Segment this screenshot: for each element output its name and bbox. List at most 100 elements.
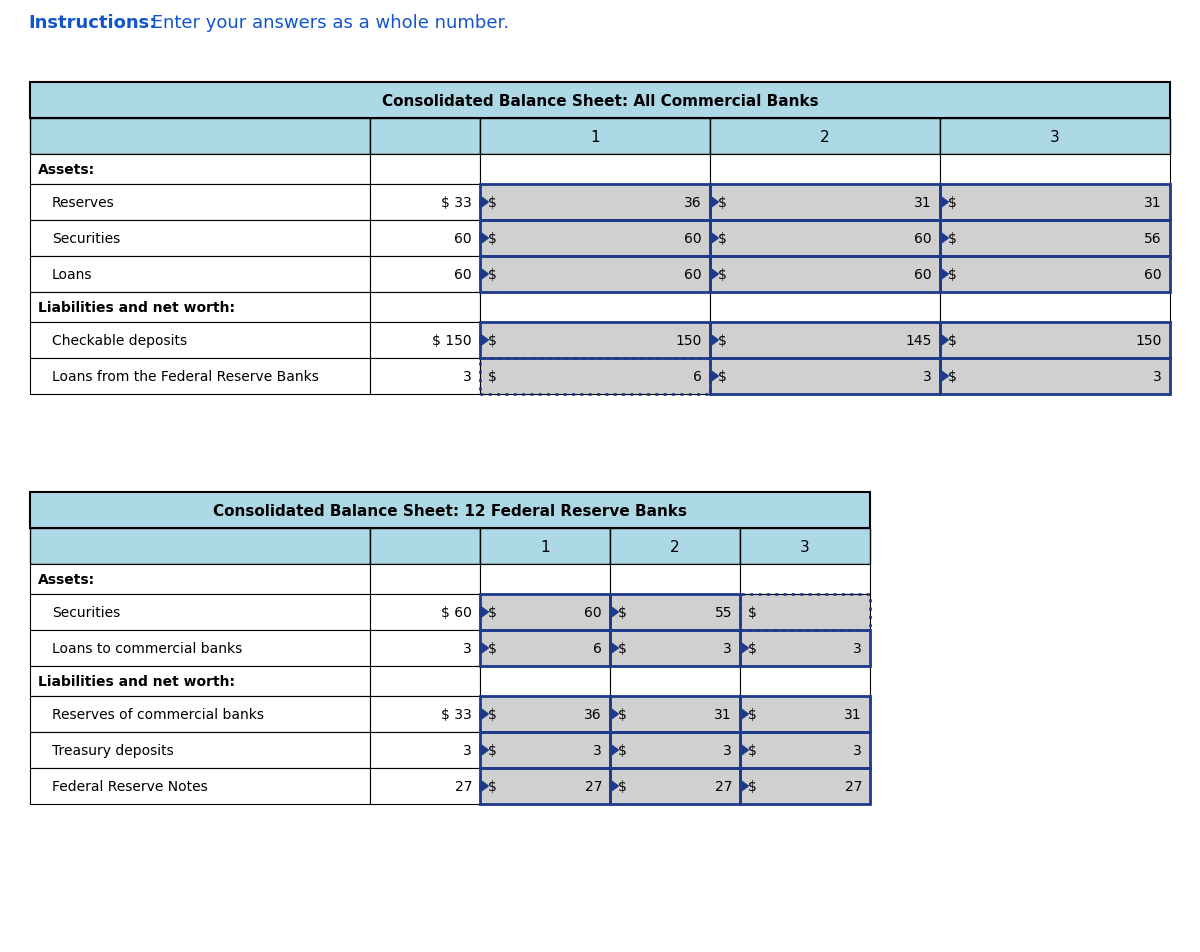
Bar bbox=[480, 666, 610, 696]
Bar bbox=[30, 323, 370, 359]
Text: Loans to commercial banks: Loans to commercial banks bbox=[52, 642, 242, 655]
Bar bbox=[480, 359, 710, 394]
Text: Assets:: Assets: bbox=[38, 163, 95, 177]
Text: 3: 3 bbox=[593, 744, 602, 757]
Polygon shape bbox=[740, 643, 749, 654]
Text: 3: 3 bbox=[853, 642, 862, 655]
Polygon shape bbox=[610, 643, 618, 654]
Bar bbox=[610, 630, 740, 666]
Polygon shape bbox=[480, 335, 488, 347]
Text: 150: 150 bbox=[1135, 333, 1162, 347]
Text: 27: 27 bbox=[845, 779, 862, 793]
Bar bbox=[480, 768, 610, 804]
Polygon shape bbox=[940, 370, 948, 383]
Text: $: $ bbox=[488, 333, 497, 347]
Text: $: $ bbox=[748, 744, 757, 757]
Bar bbox=[610, 630, 740, 666]
Bar bbox=[370, 185, 480, 221]
Bar bbox=[610, 768, 740, 804]
Polygon shape bbox=[480, 708, 488, 721]
Bar bbox=[710, 155, 940, 185]
Text: 3: 3 bbox=[800, 539, 810, 554]
Bar bbox=[30, 594, 370, 630]
Bar bbox=[480, 594, 610, 630]
Bar bbox=[480, 185, 710, 221]
Bar bbox=[30, 83, 1170, 119]
Bar bbox=[370, 257, 480, 292]
Bar bbox=[370, 119, 480, 155]
Bar bbox=[710, 119, 940, 155]
Bar bbox=[480, 257, 710, 292]
Text: $: $ bbox=[488, 231, 497, 246]
Text: Loans from the Federal Reserve Banks: Loans from the Federal Reserve Banks bbox=[52, 369, 319, 384]
Text: 27: 27 bbox=[584, 779, 602, 793]
Text: Reserves of commercial banks: Reserves of commercial banks bbox=[52, 707, 264, 722]
Text: Treasury deposits: Treasury deposits bbox=[52, 744, 174, 757]
Bar bbox=[610, 565, 740, 594]
Bar bbox=[480, 323, 710, 359]
Text: 31: 31 bbox=[914, 196, 932, 209]
Polygon shape bbox=[480, 781, 488, 792]
Polygon shape bbox=[480, 268, 488, 281]
Bar bbox=[710, 185, 940, 221]
Bar bbox=[740, 630, 870, 666]
Bar bbox=[480, 155, 710, 185]
Bar bbox=[30, 257, 370, 292]
Bar bbox=[480, 221, 710, 257]
Text: 3: 3 bbox=[463, 642, 472, 655]
Bar bbox=[370, 768, 480, 804]
Bar bbox=[30, 119, 370, 155]
Text: $: $ bbox=[488, 369, 497, 384]
Text: Assets:: Assets: bbox=[38, 572, 95, 586]
Bar bbox=[610, 594, 740, 630]
Text: Federal Reserve Notes: Federal Reserve Notes bbox=[52, 779, 208, 793]
Bar bbox=[370, 666, 480, 696]
Bar bbox=[480, 696, 610, 732]
Bar bbox=[610, 696, 740, 732]
Text: 3: 3 bbox=[724, 744, 732, 757]
Bar bbox=[480, 630, 610, 666]
Bar bbox=[370, 221, 480, 257]
Bar bbox=[480, 732, 610, 768]
Text: Liabilities and net worth:: Liabilities and net worth: bbox=[38, 674, 235, 688]
Text: 31: 31 bbox=[845, 707, 862, 722]
Bar bbox=[940, 221, 1170, 257]
Bar bbox=[710, 221, 940, 257]
Bar bbox=[370, 594, 480, 630]
Polygon shape bbox=[740, 744, 749, 756]
Polygon shape bbox=[940, 268, 948, 281]
Bar bbox=[30, 696, 370, 732]
Text: $: $ bbox=[948, 268, 956, 282]
Bar bbox=[480, 768, 610, 804]
Text: $: $ bbox=[718, 196, 727, 209]
Bar bbox=[370, 323, 480, 359]
Bar bbox=[480, 221, 710, 257]
Text: $: $ bbox=[948, 333, 956, 347]
Text: $: $ bbox=[618, 642, 626, 655]
Bar bbox=[710, 323, 940, 359]
Text: 60: 60 bbox=[1145, 268, 1162, 282]
Text: $ 33: $ 33 bbox=[442, 707, 472, 722]
Bar bbox=[740, 768, 870, 804]
Text: $: $ bbox=[488, 642, 497, 655]
Bar bbox=[30, 565, 370, 594]
Text: Consolidated Balance Sheet: 12 Federal Reserve Banks: Consolidated Balance Sheet: 12 Federal R… bbox=[214, 503, 686, 518]
Bar bbox=[30, 732, 370, 768]
Text: Checkable deposits: Checkable deposits bbox=[52, 333, 187, 347]
Text: $: $ bbox=[618, 707, 626, 722]
Bar bbox=[30, 666, 370, 696]
Text: $: $ bbox=[488, 605, 497, 620]
Text: Securities: Securities bbox=[52, 605, 120, 620]
Text: 31: 31 bbox=[714, 707, 732, 722]
Text: Reserves: Reserves bbox=[52, 196, 115, 209]
Bar bbox=[710, 221, 940, 257]
Text: $: $ bbox=[748, 779, 757, 793]
Bar bbox=[370, 292, 480, 323]
Text: 60: 60 bbox=[684, 268, 702, 282]
Bar bbox=[30, 292, 370, 323]
Polygon shape bbox=[480, 606, 488, 619]
Text: $: $ bbox=[748, 707, 757, 722]
Bar bbox=[740, 768, 870, 804]
Text: 2: 2 bbox=[670, 539, 680, 554]
Bar bbox=[940, 221, 1170, 257]
